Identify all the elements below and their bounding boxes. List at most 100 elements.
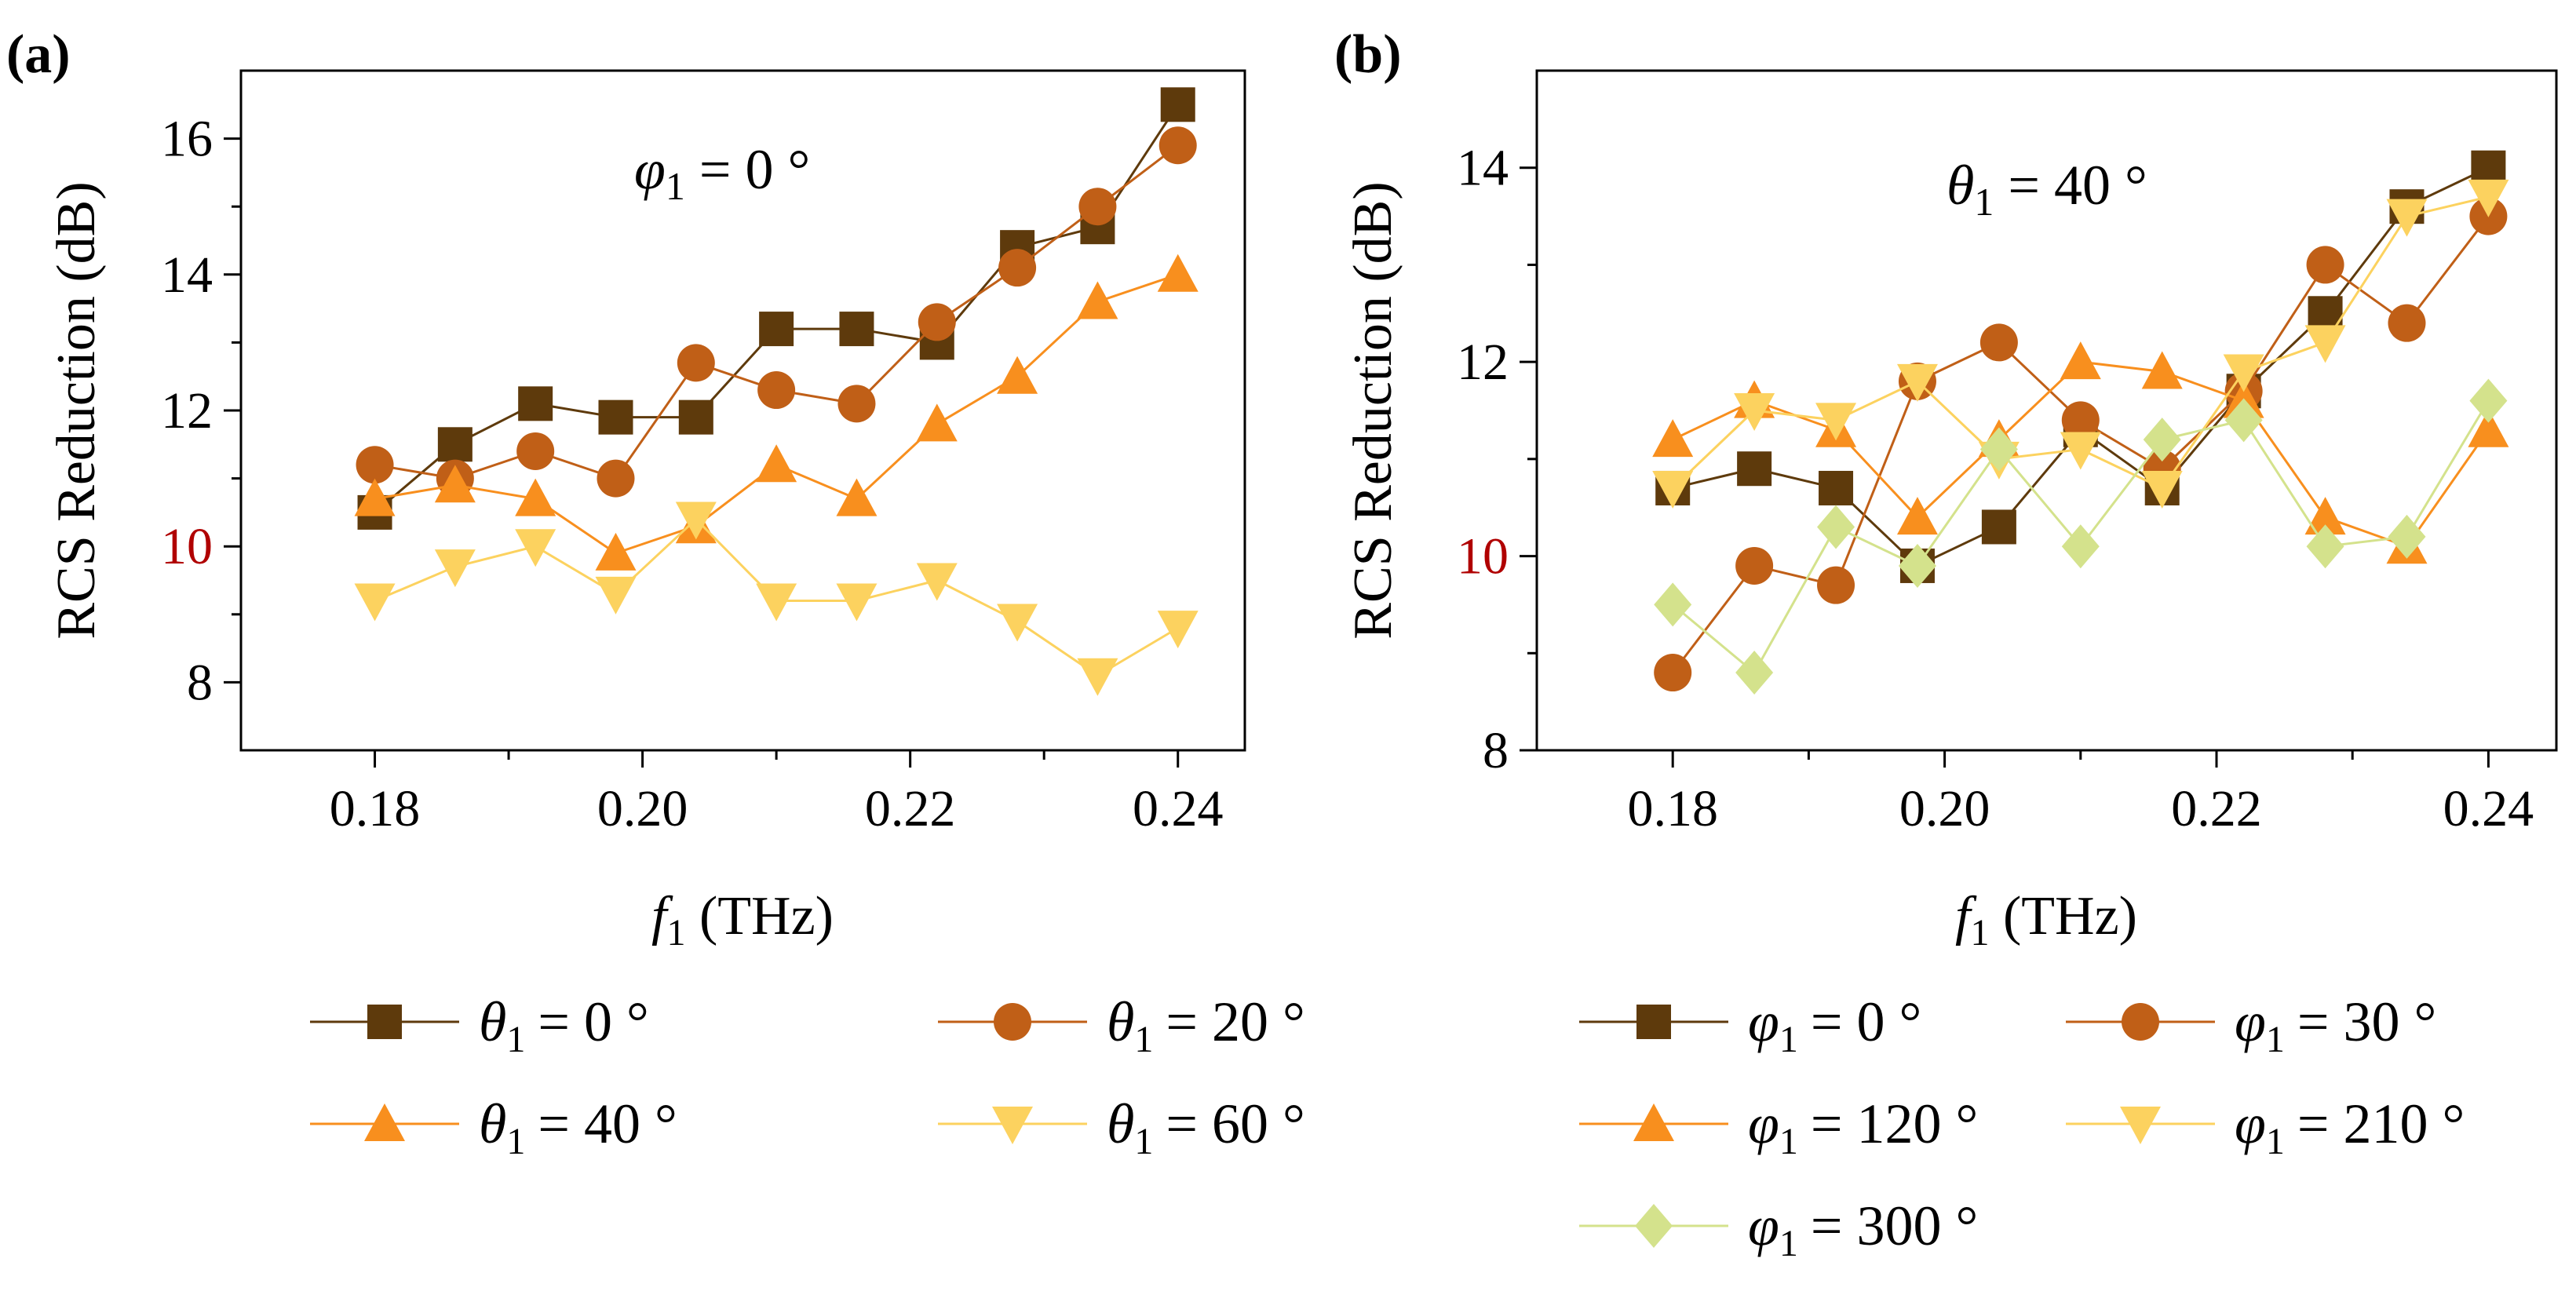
data-point-series-2 <box>2060 341 2101 380</box>
data-point-series-0 <box>518 386 553 421</box>
data-point-series-2 <box>997 356 1038 394</box>
data-point-series-2 <box>1652 419 1694 458</box>
data-point-series-2 <box>515 478 556 516</box>
legend-label: θ1 = 20 ° <box>1107 990 1305 1060</box>
data-point-series-2 <box>2304 497 2346 535</box>
data-point-series-1 <box>677 344 715 382</box>
data-point-series-0 <box>678 399 713 435</box>
data-point-series-0 <box>598 399 633 435</box>
data-point-series-4 <box>2224 398 2263 443</box>
data-point-series-1 <box>1654 654 1692 692</box>
data-point-series-1 <box>2388 304 2426 342</box>
data-point-series-3 <box>2386 199 2428 237</box>
data-point-series-1 <box>356 446 394 484</box>
data-point-series-3 <box>997 604 1038 642</box>
data-point-series-2 <box>1077 281 1118 319</box>
data-point-series-3 <box>2141 470 2183 509</box>
legend-sub: 1 <box>506 1019 525 1060</box>
legend-name: = 120 ° <box>1811 1092 1978 1155</box>
annotation-a: φ1 = 0 ° <box>634 138 810 208</box>
legend-label: θ1 = 40 ° <box>479 1092 677 1162</box>
legend-symbol: θ <box>479 990 506 1053</box>
legend-label: φ1 = 210 ° <box>2235 1092 2465 1162</box>
data-point-series-1 <box>1735 546 1774 585</box>
data-point-series-1 <box>1078 188 1117 226</box>
x-axis-sub-b: 1 <box>1970 912 1989 954</box>
x-axis-title-a: f1 (THz) <box>651 886 834 954</box>
data-point-series-2 <box>595 532 637 571</box>
data-point-series-1 <box>1817 566 1855 604</box>
data-point-series-4 <box>1654 582 1692 627</box>
legend-label: φ1 = 300 ° <box>1748 1194 1978 1264</box>
legend-marker <box>1636 1005 1671 1039</box>
data-point-series-1 <box>757 371 796 410</box>
legend-marker <box>364 1103 405 1141</box>
legend-label: φ1 = 0 ° <box>1748 990 1921 1060</box>
data-point-series-3 <box>354 583 396 622</box>
legend-name: = 40 ° <box>538 1092 677 1155</box>
data-point-series-2 <box>2468 409 2509 447</box>
legend-sub: 1 <box>1779 1019 1798 1060</box>
legend-symbol: φ <box>2235 990 2266 1053</box>
legend-b: φ1 = 0 ° φ1 = 30 °φ1 = 120 ° φ1 = 210 °φ1 = 300… <box>1579 990 2465 1264</box>
x-axis-text-a: (THz) <box>685 886 834 946</box>
x-tick-label: 0.22 <box>865 780 956 837</box>
x-tick-label: 0.18 <box>330 780 421 837</box>
y-tick-label: 12 <box>1457 334 1509 391</box>
data-point-series-4 <box>1817 505 1855 549</box>
legend-sub: 1 <box>2266 1121 2285 1162</box>
data-point-series-0 <box>437 427 473 462</box>
data-point-series-3 <box>1652 470 1694 509</box>
plot-frame-b <box>1535 69 2558 752</box>
data-point-series-3 <box>916 563 958 601</box>
y-tick-label: 10 <box>161 518 213 575</box>
annotation-sub-b: 1 <box>1974 180 1994 224</box>
data-point-series-4 <box>1898 543 1936 588</box>
data-point-series-3 <box>2304 325 2346 363</box>
data-point-series-2 <box>756 444 797 483</box>
panel-a: (a) φ1 = 0 ° f1 (THz) RCS Reduction (dB)… <box>6 24 1305 1162</box>
data-point-series-4 <box>2306 524 2344 569</box>
data-point-series-1 <box>1158 126 1197 165</box>
data-point-series-3 <box>1077 658 1118 696</box>
data-point-series-2 <box>434 465 476 503</box>
y-axis-title-b: RCS Reduction (dB) <box>1343 181 1403 639</box>
x-tick-label: 0.18 <box>1627 780 1718 837</box>
legend-marker <box>1635 1204 1673 1248</box>
data-point-series-3 <box>2223 354 2264 392</box>
data-point-series-0 <box>759 312 794 347</box>
data-point-series-1 <box>918 303 956 341</box>
series-a <box>354 87 1199 696</box>
legend-name: = 300 ° <box>1811 1194 1978 1257</box>
annotation-b: θ1 = 40 ° <box>1947 154 2147 224</box>
legend-sub: 1 <box>1779 1223 1798 1264</box>
data-point-series-1 <box>998 249 1037 287</box>
y-tick-label: 14 <box>1457 140 1509 197</box>
legend-symbol: φ <box>1748 1092 1779 1155</box>
panel-label-a: (a) <box>6 24 71 85</box>
legend-symbol: θ <box>1107 1092 1134 1155</box>
legend-item-1: φ1 = 30 ° <box>2066 990 2436 1060</box>
data-point-series-0 <box>1160 87 1195 122</box>
data-point-series-2 <box>1896 497 1938 535</box>
annotation-symbol-b: θ <box>1947 154 1974 217</box>
x-tick-label: 0.24 <box>2443 780 2534 837</box>
legend-symbol: θ <box>1107 990 1134 1053</box>
legend-label: φ1 = 30 ° <box>2235 990 2436 1060</box>
legend-sub: 1 <box>2266 1019 2285 1060</box>
legend-marker <box>2120 1107 2161 1144</box>
legend-label: θ1 = 0 ° <box>479 990 649 1060</box>
legend-item-0: θ1 = 0 ° <box>310 990 649 1060</box>
legend-a: θ1 = 0 ° θ1 = 20 °θ1 = 40 ° θ1 = 60 ° <box>310 990 1305 1162</box>
legend-symbol: θ <box>479 1092 506 1155</box>
data-point-series-2 <box>916 403 958 442</box>
x-ticks-b: 0.18 0.20 0.22 0.24 <box>1627 750 2534 837</box>
legend-item-0: φ1 = 0 ° <box>1579 990 1921 1060</box>
legend-symbol: φ <box>1748 1194 1779 1257</box>
data-point-series-3 <box>675 501 717 540</box>
data-point-series-4 <box>2469 378 2508 423</box>
data-point-series-4 <box>1979 427 2018 472</box>
legend-marker <box>994 1003 1031 1041</box>
data-point-series-2 <box>836 478 878 516</box>
